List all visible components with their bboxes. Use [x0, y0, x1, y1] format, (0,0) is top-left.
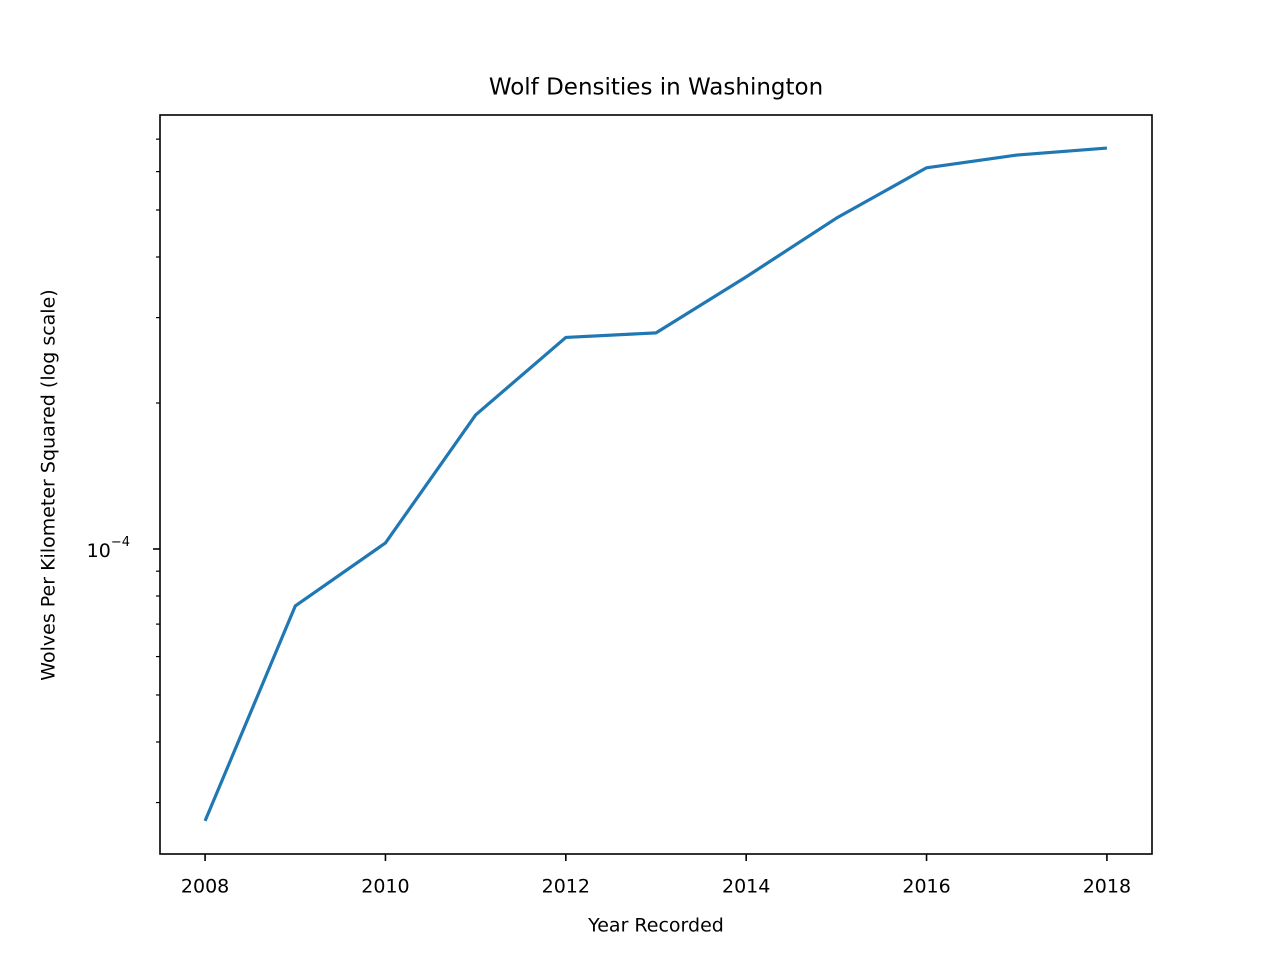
x-tick-label: 2014: [722, 876, 770, 898]
y-tick-base: 10: [87, 539, 111, 561]
x-axis-label: Year Recorded: [587, 915, 724, 937]
plot-frame: [159, 114, 1153, 855]
x-tick-label: 2012: [542, 876, 590, 898]
x-tick-label: 2016: [902, 876, 950, 898]
chart-title: Wolf Densities in Washington: [489, 75, 823, 101]
x-tick-label: 2018: [1083, 876, 1131, 898]
y-axis-label: Wolves Per Kilometer Squared (log scale): [38, 289, 60, 680]
y-tick-label: 10−4: [87, 534, 130, 561]
series-line: [203, 146, 1108, 822]
x-tick-label: 2010: [361, 876, 409, 898]
y-tick-exponent: −4: [111, 534, 130, 549]
x-tick-label: 2008: [181, 876, 229, 898]
